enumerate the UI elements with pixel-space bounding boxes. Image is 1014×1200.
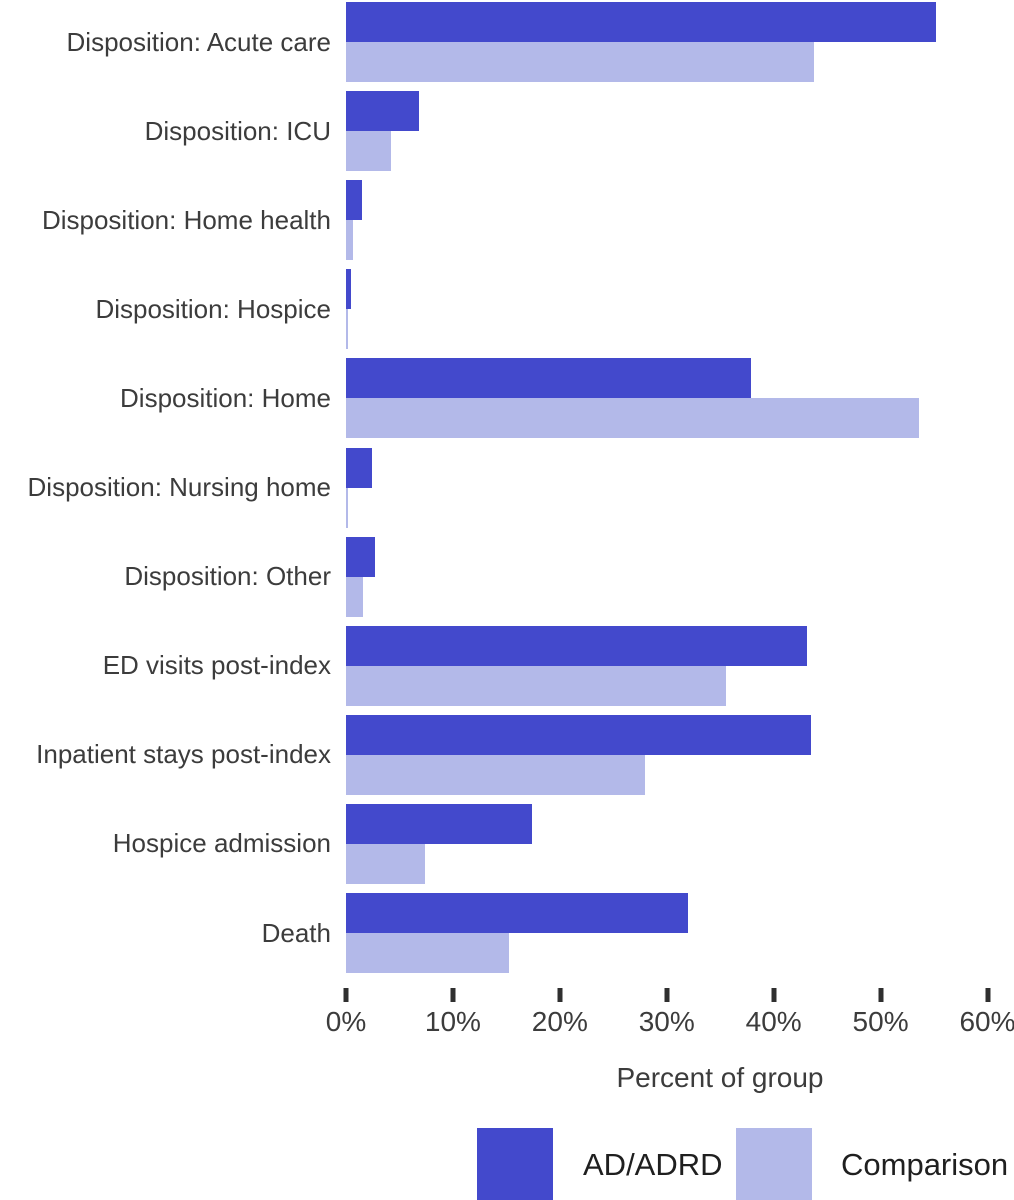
category-label: Disposition: Acute care — [66, 26, 331, 57]
bar-comparison — [346, 309, 349, 350]
legend-label-comparison: Comparison — [841, 1147, 1009, 1182]
x-axis-tick-mark — [557, 988, 563, 1002]
category-label: Disposition: Home health — [41, 204, 331, 235]
bar-comparison — [346, 487, 348, 528]
bar-ad-adrd — [346, 625, 807, 666]
bar-ad-adrd — [346, 269, 351, 310]
category-label: Inpatient stays post-index — [36, 739, 331, 770]
bar-group — [346, 536, 988, 617]
x-axis-tick-mark — [664, 988, 670, 1002]
x-axis-tick-mark — [985, 988, 990, 1002]
x-axis-tick-label: 10% — [424, 1006, 481, 1037]
legend-swatch-comparison — [736, 1128, 812, 1200]
category-label: Disposition: Hospice — [95, 293, 331, 324]
bar-comparison — [346, 933, 509, 973]
category-label: Disposition: Nursing home — [27, 472, 331, 502]
x-axis-tick-label: 60% — [959, 1006, 1014, 1037]
bar-group — [346, 2, 988, 82]
x-axis-tick-label: 50% — [852, 1006, 909, 1037]
bar-ad-adrd — [346, 447, 372, 488]
x-axis-tick-mark — [878, 988, 884, 1002]
category-label: ED visits post-index — [102, 650, 331, 681]
category-label: Disposition: ICU — [144, 115, 331, 146]
bar-ad-adrd — [346, 358, 752, 399]
bar-comparison — [346, 754, 646, 795]
bar-group — [346, 803, 988, 884]
category-label: Death — [261, 917, 331, 948]
x-axis-title: Percent of group — [616, 1062, 824, 1093]
bar-group — [346, 447, 988, 528]
bar-ad-adrd — [346, 714, 812, 755]
x-axis-tick-label: 0% — [325, 1006, 367, 1037]
x-axis-tick-mark — [343, 988, 349, 1002]
legend-label-ad-adrd: AD/ADRD — [583, 1147, 723, 1182]
bar-group — [346, 893, 988, 973]
bar-group — [346, 358, 988, 439]
category-label: Disposition: Other — [124, 561, 331, 592]
legend-swatch-ad-adrd — [477, 1128, 553, 1200]
bar-ad-adrd — [346, 893, 689, 933]
bar-group — [346, 91, 988, 172]
bar-group — [346, 269, 988, 350]
bar-group — [346, 180, 988, 261]
bar-ad-adrd — [346, 803, 533, 844]
bar-group — [346, 625, 988, 706]
bar-comparison — [346, 398, 920, 439]
bar-comparison — [346, 576, 364, 617]
x-axis-tick-label: 30% — [638, 1006, 695, 1037]
bar-ad-adrd — [346, 2, 937, 42]
bar-ad-adrd — [346, 536, 375, 577]
x-axis-tick-mark — [450, 988, 456, 1002]
bar-group — [346, 714, 988, 795]
bar-comparison — [346, 665, 726, 706]
bar-comparison — [346, 220, 353, 261]
x-axis-tick-label: 20% — [531, 1006, 588, 1037]
bar-ad-adrd — [346, 91, 419, 132]
category-label: Hospice admission — [112, 828, 331, 859]
bar-comparison — [346, 42, 815, 82]
bar-ad-adrd — [346, 180, 363, 221]
x-axis-tick-label: 40% — [745, 1006, 802, 1037]
bar-comparison — [346, 131, 391, 172]
x-axis-tick-mark — [771, 988, 777, 1002]
category-label: Disposition: Home — [120, 382, 331, 413]
bar-comparison — [346, 843, 426, 884]
